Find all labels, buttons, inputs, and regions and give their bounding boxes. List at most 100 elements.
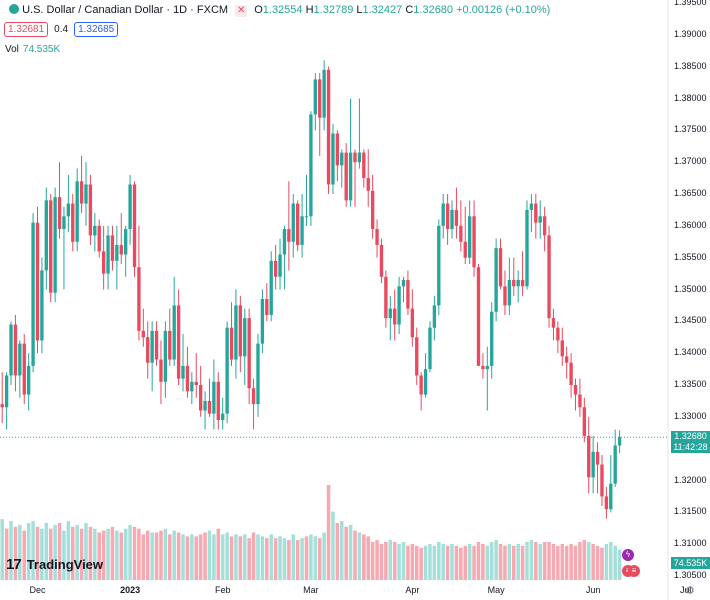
volume-bar — [260, 536, 265, 580]
volume-bar — [251, 532, 256, 580]
time-tick-label: Jun — [585, 585, 601, 595]
candle-body — [207, 400, 212, 414]
volume-bar — [437, 542, 441, 580]
candle-body — [88, 184, 93, 236]
symbol-title[interactable]: U.S. Dollar / Canadian Dollar · 1D · FXC… — [22, 4, 229, 16]
candle-body — [247, 318, 251, 389]
candle-body — [582, 407, 587, 436]
volume-bar — [79, 528, 84, 580]
candle-body — [203, 400, 207, 411]
price-tick-label: 1.32000 — [674, 474, 707, 485]
candle-body — [150, 330, 154, 363]
candle-body — [49, 200, 53, 293]
volume-bar — [578, 542, 582, 580]
candle-body — [600, 464, 604, 497]
high-value: 1.32789 — [313, 4, 354, 16]
candle-body — [538, 216, 542, 223]
volume-bar — [556, 545, 560, 580]
candle-body — [57, 197, 62, 230]
candle-body — [124, 229, 128, 255]
x-icon[interactable]: ✕ — [235, 5, 248, 17]
quote-row: 1.32681 0.4 1.32685 — [4, 22, 119, 37]
candle-body — [463, 241, 467, 258]
volume-bar — [278, 536, 282, 580]
volume-bar — [145, 530, 150, 580]
volume-bar — [582, 540, 587, 580]
volume-bar — [485, 545, 490, 580]
volume-bar — [168, 534, 172, 580]
volume-value: 74.535K — [22, 44, 61, 55]
volume-bar — [247, 538, 251, 580]
price-tick-label: 1.35000 — [674, 283, 707, 294]
candle-body — [84, 184, 88, 204]
volume-bar — [304, 536, 309, 580]
candle-body — [251, 388, 256, 405]
candle-body — [115, 244, 119, 261]
volume-bar — [31, 521, 35, 580]
candle-body — [18, 343, 22, 376]
volume-bar — [538, 543, 542, 580]
volume-bar — [190, 534, 194, 580]
volume-bar — [472, 545, 476, 580]
candle-body — [428, 327, 432, 370]
candle-body — [388, 308, 392, 319]
volume-bar — [441, 543, 445, 580]
candle-body — [44, 200, 48, 271]
volume-bar — [481, 543, 485, 580]
candle-body — [353, 152, 357, 163]
volume-bar — [613, 545, 617, 580]
tradingview-logo[interactable]: 17 TradingView — [6, 556, 103, 573]
candle-body — [472, 216, 476, 268]
candle-body — [609, 483, 613, 510]
candle-body — [309, 114, 313, 217]
candle-body — [520, 279, 525, 287]
price-tick-label: 1.31000 — [674, 538, 707, 549]
volume-bar — [414, 545, 419, 580]
candle-body — [168, 330, 172, 360]
candle-body — [31, 222, 35, 366]
volume-bar — [604, 543, 609, 580]
gear-icon[interactable]: ⚙ — [685, 585, 695, 597]
candle-body — [560, 340, 564, 357]
candle-body — [282, 229, 287, 255]
candle-body — [9, 324, 13, 376]
candle-body — [331, 133, 335, 185]
candle-body — [384, 276, 388, 319]
time-tick-label: Mar — [303, 585, 319, 595]
candle-body — [481, 365, 485, 370]
time-tick-label: 2023 — [120, 585, 141, 595]
volume-bar — [229, 536, 234, 580]
volume-bar — [463, 545, 468, 580]
candle-body — [13, 324, 18, 376]
candle-body — [176, 305, 181, 379]
volume-bar — [454, 545, 459, 580]
volume-bar — [84, 523, 88, 580]
volume-bar — [397, 543, 401, 580]
candle-body — [445, 203, 450, 230]
lightning-event-icon[interactable]: ϟ — [622, 549, 634, 561]
volume-bar — [110, 526, 115, 580]
volume-bar — [207, 530, 212, 580]
volume-bar — [419, 547, 423, 580]
last-price-tag: 1.32680 11:42:28 — [671, 431, 710, 454]
volume-bar — [198, 534, 203, 580]
candle-body — [243, 318, 247, 357]
volume-bar — [564, 545, 569, 580]
volume-bar — [88, 526, 93, 580]
bid-button[interactable]: 1.32681 — [4, 22, 49, 37]
volume-tag: 74.535K — [671, 557, 710, 569]
volume-bar — [238, 536, 243, 580]
volume-bar — [573, 545, 578, 580]
volume-bar — [445, 545, 450, 580]
candle-body — [406, 279, 410, 309]
price-tick-label: 1.36000 — [674, 219, 707, 230]
candle-body — [397, 286, 401, 325]
candle-body — [565, 356, 569, 363]
ask-button[interactable]: 1.32685 — [74, 22, 119, 37]
volume-bar — [591, 543, 595, 580]
candle-body — [0, 404, 4, 408]
volume-bar — [428, 543, 432, 580]
flag-event-icon-2[interactable]: ≡ — [628, 565, 640, 577]
volume-bar — [62, 530, 66, 580]
